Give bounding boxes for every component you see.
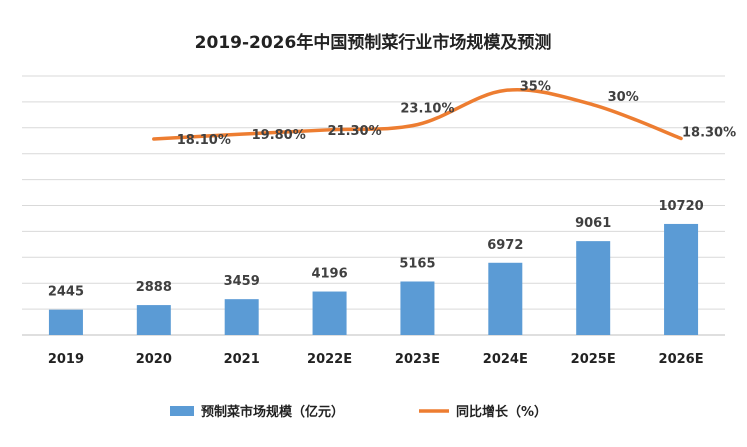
bar <box>576 241 611 335</box>
x-tick-label: 2025E <box>571 352 616 367</box>
line-data-label: 18.10% <box>177 133 231 148</box>
x-tick-label: 2026E <box>659 352 704 367</box>
x-tick-label: 2023E <box>395 352 440 367</box>
x-tick-label: 2020 <box>136 352 172 367</box>
bar <box>664 223 699 335</box>
bar <box>312 291 347 335</box>
bar-data-label: 10720 <box>658 199 703 214</box>
bar-data-label: 9061 <box>575 216 611 231</box>
x-tick-label: 2022E <box>307 352 352 367</box>
line-series <box>152 88 683 141</box>
x-axis: 2019 2020 2021 2022E 2023E 2024E 2025E 2026E <box>48 352 704 367</box>
legend-label-line: 同比增长（%） <box>456 404 547 420</box>
x-tick-label: 2024E <box>483 352 528 367</box>
line-data-labels: 18.10% 19.80% 21.30% 23.10% 35% 30% 18.30% <box>177 79 736 148</box>
bar <box>224 299 259 335</box>
x-tick-label: 2019 <box>48 352 84 367</box>
line-data-label: 30% <box>608 90 639 105</box>
growth-line <box>152 88 683 141</box>
line-data-label: 18.30% <box>682 125 736 140</box>
bar-data-label: 6972 <box>487 238 523 253</box>
bar <box>400 281 435 335</box>
bar <box>136 305 171 335</box>
legend-swatch-bar <box>170 406 194 416</box>
bar-data-labels: 2445 2888 3459 4196 5165 6972 9061 10720 <box>48 199 704 300</box>
legend-label-bar: 预制菜市场规模（亿元） <box>201 404 344 420</box>
bar-series <box>48 223 699 335</box>
bar-data-label: 2888 <box>136 280 172 295</box>
bar-data-label: 5165 <box>399 256 435 271</box>
bar-data-label: 2445 <box>48 285 84 300</box>
x-tick-label: 2021 <box>224 352 260 367</box>
bar-data-label: 3459 <box>224 274 260 289</box>
line-data-label: 23.10% <box>400 102 454 117</box>
line-data-label: 19.80% <box>252 128 306 143</box>
bar <box>488 262 523 335</box>
chart-title: 2019-2026年中国预制菜行业市场规模及预测 <box>195 32 552 53</box>
line-data-label: 21.30% <box>327 124 381 139</box>
bar-data-label: 4196 <box>311 267 347 282</box>
line-data-label: 35% <box>520 79 551 94</box>
legend: 预制菜市场规模（亿元） 同比增长（%） <box>170 404 547 420</box>
bar <box>48 309 83 335</box>
